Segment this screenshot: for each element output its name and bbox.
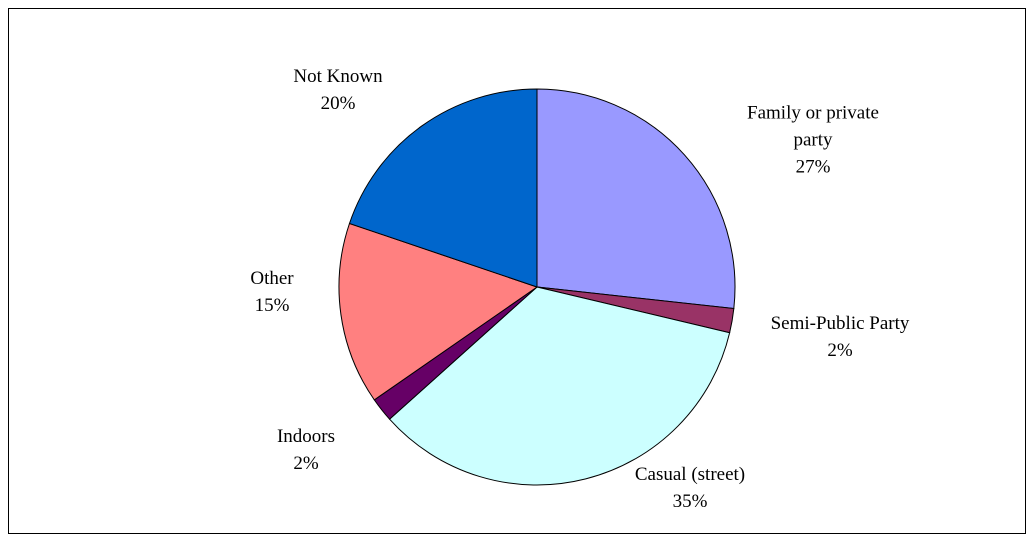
pie-slice [348, 88, 538, 288]
slice-label: Not Known 20% [268, 63, 408, 117]
slice-name: Indoors [276, 426, 336, 447]
slice-percent: 20% [320, 93, 356, 114]
slice-percent: 27% [795, 156, 831, 178]
slice-percent: 35% [672, 491, 708, 512]
slice-name: Not Known [293, 66, 383, 87]
pie-slice [388, 286, 731, 486]
slice-name: Other [250, 268, 294, 289]
slice-label: Casual (street) 35% [600, 461, 780, 515]
slice-label: Semi-Public Party 2% [740, 310, 940, 364]
slice-name: Family or private party [747, 102, 879, 151]
slice-name: Semi-Public Party [770, 313, 910, 334]
slice-label: Family or private party 27% [733, 100, 893, 181]
slice-percent: 15% [254, 295, 290, 316]
slice-percent: 2% [827, 340, 853, 361]
slice-name: Casual (street) [634, 464, 746, 485]
slice-percent: 2% [293, 453, 319, 474]
slice-label: Other 15% [222, 265, 322, 319]
slice-label: Indoors 2% [246, 423, 366, 477]
chart-frame [8, 8, 1026, 534]
pie-slice [536, 88, 736, 310]
pie-slice [338, 222, 539, 401]
